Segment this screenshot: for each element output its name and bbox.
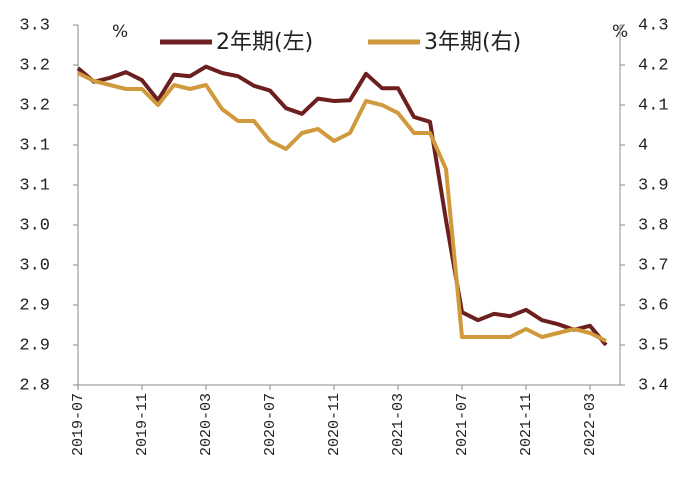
y2-tick-label: 3.8: [638, 216, 669, 235]
y-tick-label: 2.9: [19, 336, 50, 355]
y-tick-label: 3.2: [19, 56, 50, 75]
y2-tick-label: 3.7: [638, 256, 669, 275]
x-tick-label: 2020-07: [262, 393, 279, 456]
y-tick-label: 3.0: [19, 216, 50, 235]
y2-tick-label: 4.2: [638, 56, 669, 75]
x-tick-label: 2019-11: [134, 393, 151, 456]
y2-tick-label: 3.5: [638, 336, 669, 355]
left-unit: %: [112, 22, 128, 42]
y-tick-label: 3.0: [19, 256, 50, 275]
x-tick-label: 2021-07: [454, 393, 471, 456]
y-tick-label: 2.9: [19, 296, 50, 315]
y-tick-label: 2.8: [19, 376, 50, 395]
y-tick-label: 3.1: [19, 176, 50, 195]
legend-label: 3年期(右): [424, 30, 521, 55]
x-tick-label: 2021-03: [390, 393, 407, 456]
series-line: [77, 71, 607, 343]
y2-tick-label: 4.3: [638, 16, 669, 35]
x-tick-label: 2020-11: [326, 393, 343, 456]
x-tick-label: 2021-11: [518, 393, 535, 456]
y2-tick-label: 3.4: [638, 376, 669, 395]
y-tick-label: 3.1: [19, 136, 50, 155]
y2-tick-label: 3.6: [638, 296, 669, 315]
y-tick-label: 3.3: [19, 16, 50, 35]
x-tick-label: 2019-07: [70, 393, 87, 456]
x-tick-label: 2020-03: [198, 393, 215, 456]
y-tick-label: 3.2: [19, 96, 50, 115]
x-tick-label: 2022-03: [582, 393, 599, 456]
series-line: [76, 64, 608, 347]
legend-label: 2年期(左): [216, 30, 313, 55]
y2-tick-label: 4: [638, 136, 648, 155]
y2-tick-label: 4.1: [638, 96, 669, 115]
y2-tick-label: 3.9: [638, 176, 669, 195]
